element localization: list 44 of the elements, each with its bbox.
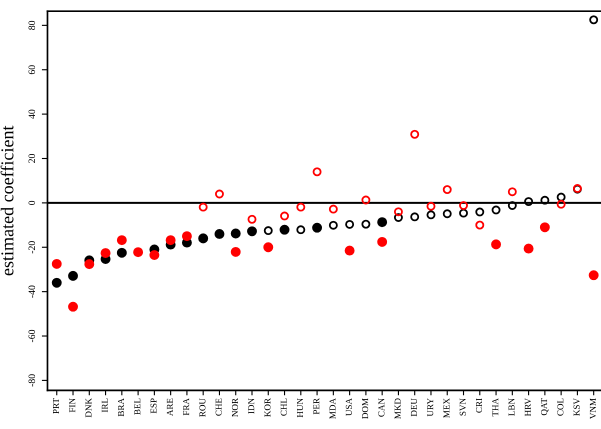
y-tick-label: 80 bbox=[28, 20, 36, 30]
x-tick-label: DEU bbox=[410, 398, 417, 416]
y-tick-label: -80 bbox=[28, 374, 36, 387]
x-tick-label: PER bbox=[313, 398, 320, 414]
x-tick-label: THA bbox=[492, 398, 498, 416]
y-tick-label: -40 bbox=[28, 286, 36, 298]
y-axis-title: estimated coefficient bbox=[0, 126, 14, 276]
x-tick-label: HUN bbox=[297, 398, 304, 418]
x-tick-label: KSV bbox=[574, 398, 580, 416]
x-tick-label: DNK bbox=[86, 398, 92, 418]
y-tick-label: 20 bbox=[28, 154, 36, 163]
x-tick-label: ARE bbox=[166, 398, 173, 416]
y-tick-label: 0 bbox=[28, 200, 36, 205]
x-tick-label: ESP bbox=[150, 398, 157, 414]
x-tick-label: COL bbox=[557, 398, 564, 416]
x-tick-label: CAN bbox=[378, 398, 384, 417]
x-tick-label: CRI bbox=[476, 398, 482, 413]
y-tick-label: 40 bbox=[28, 110, 36, 119]
x-tick-label: CHL bbox=[280, 398, 287, 416]
x-tick-label: ROU bbox=[199, 398, 206, 417]
x-tick-label: VNM bbox=[590, 398, 596, 419]
x-tick-label: PRT bbox=[53, 398, 59, 414]
x-tick-label: MDA bbox=[330, 398, 336, 419]
x-tick-label: CHE bbox=[216, 398, 222, 416]
x-tick-label: FRA bbox=[183, 398, 190, 416]
x-tick-label: IRL bbox=[102, 398, 108, 412]
x-tick-label: IDN bbox=[248, 398, 254, 414]
x-tick-label: SVN bbox=[460, 398, 466, 416]
x-tick-label: USA bbox=[346, 398, 352, 416]
y-tick-label: -20 bbox=[28, 241, 36, 254]
x-tick-label: BRA bbox=[118, 398, 124, 416]
x-tick-label: URY bbox=[427, 398, 434, 416]
x-tick-label: LBN bbox=[508, 398, 515, 416]
x-tick-label: BEL bbox=[134, 398, 140, 415]
x-tick-label: FIN bbox=[69, 398, 76, 412]
x-tick-label: MEX bbox=[444, 398, 450, 418]
y-tick-label: 60 bbox=[28, 65, 36, 74]
x-tick-label: KOR bbox=[264, 398, 271, 417]
x-tick-label: HRV bbox=[524, 398, 531, 416]
x-tick-label: QAT bbox=[541, 398, 548, 416]
x-tick-label: MKD bbox=[394, 398, 401, 419]
x-tick-label: DOM bbox=[362, 398, 368, 419]
y-tick-label: -60 bbox=[28, 330, 36, 342]
x-tick-label: NOR bbox=[232, 398, 238, 417]
